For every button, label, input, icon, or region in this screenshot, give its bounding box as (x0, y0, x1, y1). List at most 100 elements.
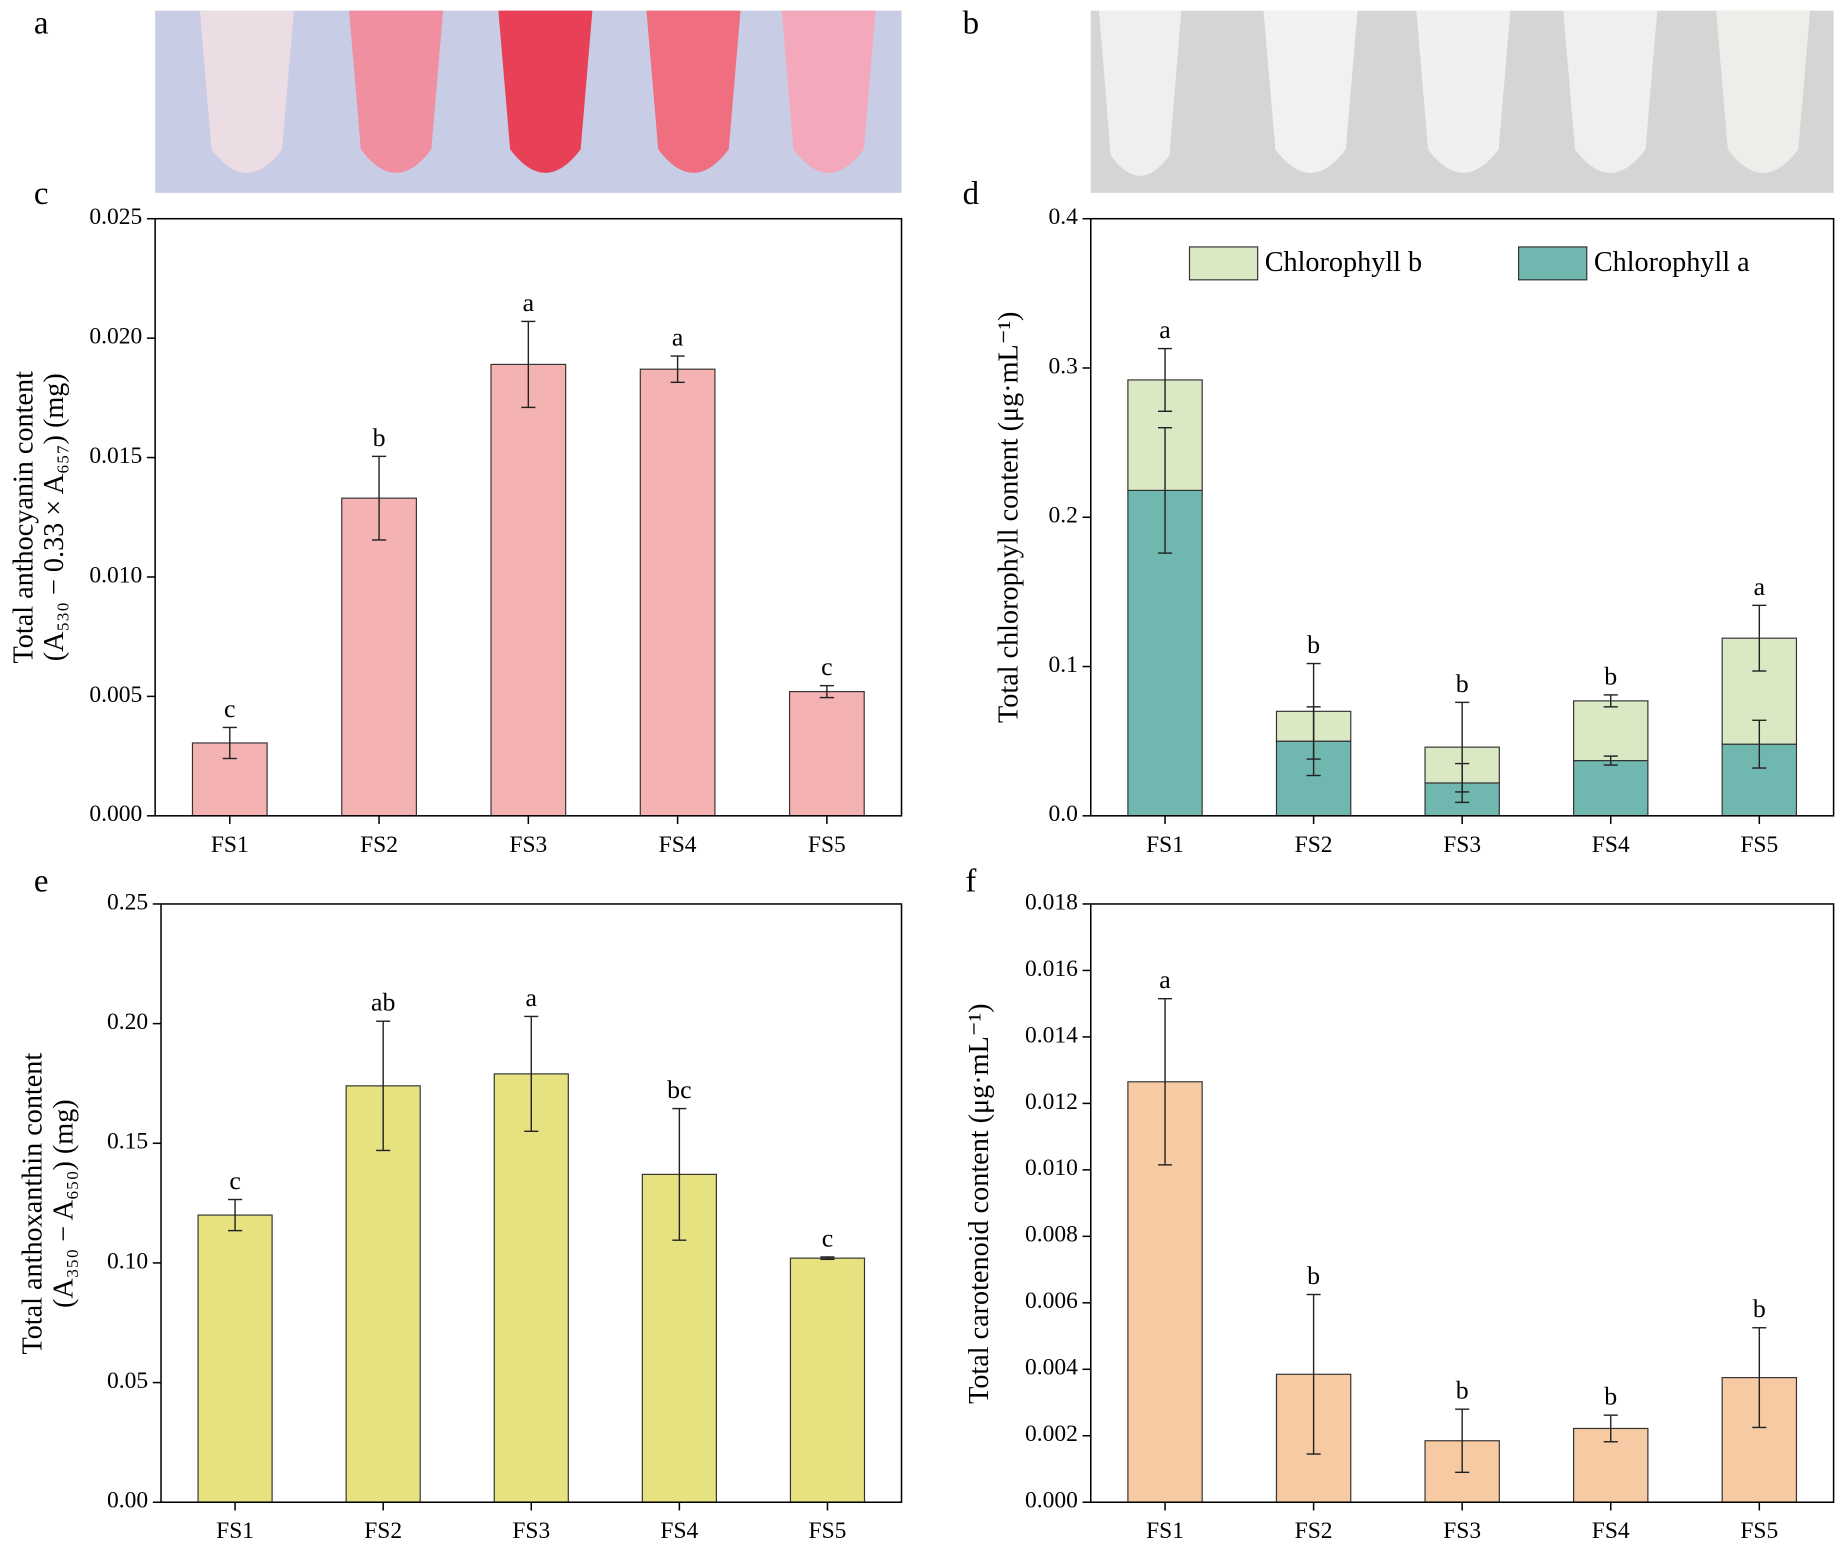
error-bar (1603, 694, 1618, 708)
significance-label: a (523, 288, 535, 317)
x-tick-label: FS3 (1443, 1518, 1481, 1544)
x-tick-label: FS4 (1592, 1518, 1630, 1544)
error-bar (1603, 755, 1618, 766)
chart: e Total anthoxanthin content (A₃₅₀ − A₆₅₀)… (18, 864, 903, 1544)
plot-frame (1089, 217, 1835, 817)
significance-label: a (672, 323, 684, 352)
x-tick-label: FS3 (509, 832, 547, 858)
y-tick-label: 0.3 (1048, 353, 1077, 379)
error-bar (819, 684, 834, 699)
bar (788, 691, 865, 817)
y-tick-label: 0.004 (1025, 1355, 1078, 1381)
chart: c Total anthocyanin content (A₅₃₀ − 0.33 ×… (8, 176, 903, 858)
bar (789, 1257, 866, 1503)
y-tick-label: 0.005 (89, 682, 142, 708)
y-tick-label: 0.000 (89, 801, 142, 827)
photo-a: a (34, 6, 902, 193)
significance-label: b (1307, 1261, 1320, 1290)
photo-b: b (963, 6, 1834, 193)
error-bar (524, 1015, 539, 1133)
y-tick-label: 0.008 (1025, 1222, 1078, 1248)
x-tick-label: FS5 (809, 1518, 847, 1544)
chart: f Total carotenoid content (μg·mL⁻¹) 0.000… (964, 864, 1835, 1544)
bar (493, 1073, 569, 1503)
y-tick-label: 0.002 (1025, 1421, 1078, 1447)
significance-label: b (1456, 669, 1469, 698)
panel-label: d (963, 176, 980, 212)
plot-frame (154, 217, 903, 817)
y-tick-label: 0.025 (89, 204, 142, 230)
x-tick-label: FS1 (1146, 832, 1184, 858)
significance-label: c (822, 1223, 833, 1252)
y-axis-label: Total chlorophyll content (μg·mL⁻¹) (993, 312, 1024, 723)
plot-frame (1089, 903, 1835, 1504)
x-tick-label: FS1 (211, 832, 249, 858)
error-bar (1752, 719, 1767, 769)
error-bar (372, 455, 387, 541)
y-axis-label: (A₅₃₀ − 0.33 × A₆₅₇) (mg) (39, 373, 70, 661)
significance-label: b (1456, 1376, 1469, 1405)
y-tick-label: 0.006 (1025, 1288, 1078, 1314)
y-tick-label: 0.4 (1048, 204, 1078, 230)
significance-label: b (1753, 1294, 1766, 1323)
bar (490, 363, 567, 817)
x-tick-label: FS5 (808, 832, 846, 858)
significance-label: a (1159, 965, 1171, 994)
error-bar (1157, 997, 1173, 1166)
x-tick-label: FS4 (659, 832, 697, 858)
significance-label: b (373, 423, 386, 452)
y-tick-label: 0.00 (107, 1488, 148, 1514)
y-tick-label: 0.000 (1025, 1488, 1078, 1514)
panel-label: e (34, 864, 49, 900)
y-tick-label: 0.0 (1048, 801, 1077, 827)
y-tick-label: 0.20 (107, 1009, 148, 1035)
x-tick-label: FS3 (1443, 832, 1481, 858)
x-tick-label: FS2 (1295, 832, 1333, 858)
error-bar (228, 1198, 243, 1232)
y-axis-label: Total carotenoid content (μg·mL⁻¹) (964, 1003, 995, 1403)
significance-label: ab (371, 988, 395, 1017)
bar-segment (1573, 700, 1649, 762)
error-bar (1455, 1408, 1470, 1474)
bar (341, 497, 417, 817)
significance-label: a (526, 983, 538, 1012)
x-tick-label: FS4 (660, 1518, 698, 1544)
y-axis-label: Total anthocyanin content (8, 371, 39, 664)
significance-label: a (1754, 572, 1766, 601)
bar-segment (1573, 759, 1649, 817)
y-axis-label: (A₃₅₀ − A₆₅₀) (mg) (48, 1099, 79, 1308)
error-bar (1455, 701, 1470, 793)
x-tick-label: FS3 (512, 1518, 550, 1544)
y-tick-label: 0.2 (1048, 503, 1077, 529)
error-bar (521, 320, 536, 409)
y-tick-label: 0.012 (1025, 1089, 1078, 1115)
y-tick-label: 0.018 (1025, 889, 1078, 915)
significance-label: b (1307, 630, 1320, 659)
y-tick-label: 0.25 (107, 889, 148, 915)
panel-label: c (34, 176, 49, 212)
error-bar (672, 1107, 687, 1241)
significance-label: c (229, 1166, 240, 1195)
y-tick-label: 0.1 (1048, 652, 1077, 678)
error-bar (820, 1256, 835, 1261)
x-tick-label: FS2 (360, 832, 398, 858)
significance-label: b (1604, 661, 1617, 690)
y-tick-label: 0.010 (89, 562, 142, 588)
y-tick-label: 0.15 (107, 1129, 148, 1155)
y-tick-label: 0.020 (89, 324, 142, 350)
x-tick-label: FS4 (1592, 832, 1630, 858)
error-bar (222, 726, 237, 760)
significance-label: c (224, 694, 235, 723)
plot-frame (160, 903, 903, 1504)
error-bar (1157, 347, 1173, 412)
error-bar (376, 1020, 391, 1152)
panel-label: b (963, 6, 979, 42)
significance-label: b (1604, 1382, 1617, 1411)
error-bar (670, 355, 685, 384)
error-bar (1603, 1414, 1618, 1443)
y-tick-label: 0.010 (1025, 1155, 1078, 1181)
y-tick-label: 0.05 (107, 1368, 148, 1394)
error-bar (1752, 604, 1767, 672)
x-tick-label: FS5 (1740, 1518, 1778, 1544)
y-axis-label: Total anthoxanthin content (18, 1053, 49, 1355)
